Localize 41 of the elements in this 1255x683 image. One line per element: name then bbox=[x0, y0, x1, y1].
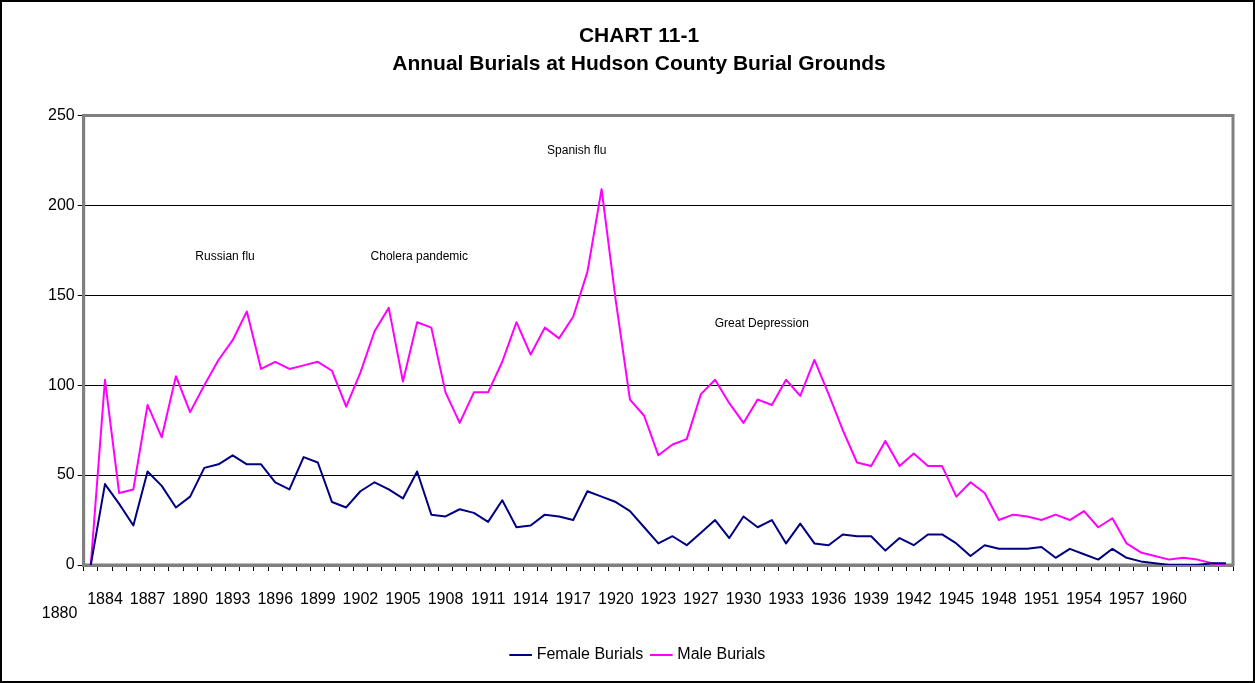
x-tick-label: 1911 bbox=[470, 590, 506, 608]
annotation: Spanish flu bbox=[547, 142, 607, 157]
x-tick-label: 1933 bbox=[768, 590, 804, 608]
legend-label: Female Burials bbox=[536, 645, 644, 663]
x-tick-label: 1939 bbox=[853, 590, 890, 608]
x-tick-label: 1954 bbox=[1066, 590, 1102, 608]
legend-label: Male Burials bbox=[677, 645, 766, 663]
x-tick-label: 1890 bbox=[172, 590, 209, 608]
y-tick-label: 150 bbox=[47, 285, 75, 303]
x-tick-label: 1914 bbox=[512, 590, 549, 608]
x-tick-label: 1957 bbox=[1108, 590, 1145, 608]
x-tick-label: 1942 bbox=[895, 590, 932, 608]
y-tick-label: 250 bbox=[47, 105, 75, 123]
x-tick-label: 1951 bbox=[1023, 590, 1060, 608]
x-tick-label: 1902 bbox=[342, 590, 379, 608]
x-tick-label: 1905 bbox=[385, 590, 421, 608]
annotation: Great Depression bbox=[714, 316, 809, 331]
y-tick-label: 0 bbox=[65, 555, 75, 573]
text: 1880 bbox=[41, 603, 78, 621]
x-tick-label: 1923 bbox=[640, 590, 677, 608]
annotation: Cholera pandemic bbox=[370, 249, 468, 264]
x-tick-label: 1896 bbox=[257, 590, 294, 608]
x-tick-label: 1936 bbox=[810, 590, 847, 608]
x-tick-label: 1899 bbox=[300, 590, 336, 608]
y-tick-label: 50 bbox=[56, 465, 75, 483]
x-tick-label: 1917 bbox=[555, 590, 592, 608]
chart-title: CHART 11-1 bbox=[578, 23, 700, 47]
x-tick-label: 1930 bbox=[725, 590, 762, 608]
x-tick-label: 1960 bbox=[1151, 590, 1188, 608]
y-tick-label: 200 bbox=[47, 195, 75, 213]
x-tick-label: 1908 bbox=[427, 590, 464, 608]
y-tick-label: 100 bbox=[47, 375, 75, 393]
x-tick-label: 1920 bbox=[597, 590, 634, 608]
annotation: Russian flu bbox=[195, 249, 255, 264]
x-tick-label: 1927 bbox=[683, 590, 719, 608]
x-tick-label: 1884 bbox=[87, 590, 123, 608]
x-tick-label: 1948 bbox=[981, 590, 1017, 608]
x-tick-label: 1887 bbox=[129, 590, 166, 608]
x-tick-label: 1945 bbox=[938, 590, 975, 608]
x-tick-label: 1893 bbox=[214, 590, 251, 608]
chart-subtitle: Annual Burials at Hudson County Burial Grounds bbox=[392, 50, 886, 74]
